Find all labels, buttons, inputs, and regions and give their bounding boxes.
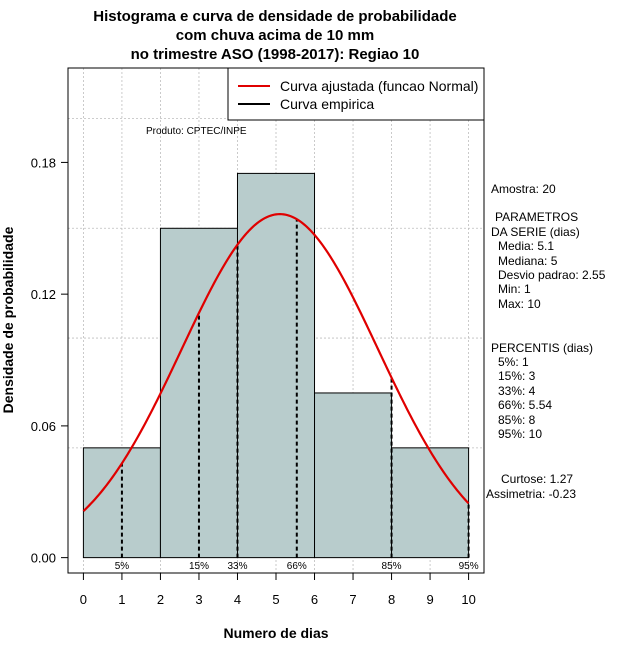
percentile-label-4: 85% bbox=[382, 561, 402, 572]
legend-label-fitted: Curva ajustada (funcao Normal) bbox=[280, 78, 478, 94]
x-axis-title: Numero de dias bbox=[223, 625, 328, 641]
x-tick-label-7: 7 bbox=[349, 592, 356, 607]
stat-assimetria: Assimetria: -0.23 bbox=[486, 487, 576, 501]
x-tick-label-2: 2 bbox=[157, 592, 164, 607]
stat-amostra: Amostra: 20 bbox=[491, 182, 556, 196]
perc-title: PERCENTIS (dias) bbox=[491, 341, 593, 355]
y-tick-label-2: 0.12 bbox=[31, 287, 56, 302]
perc-15: 15%: 3 bbox=[498, 369, 536, 383]
x-tick-label-6: 6 bbox=[311, 592, 318, 607]
density-curves bbox=[82, 213, 470, 512]
percentile-label-3: 66% bbox=[287, 561, 307, 572]
percentile-label-2: 33% bbox=[227, 561, 247, 572]
stat-desvio: Desvio padrao: 2.55 bbox=[498, 268, 606, 282]
x-axis: 0 1 2 3 4 5 6 7 8 9 10 bbox=[80, 572, 476, 607]
histogram-bar bbox=[391, 447, 470, 559]
x-tick-label-1: 1 bbox=[118, 592, 125, 607]
legend: Curva ajustada (funcao Normal) Curva emp… bbox=[227, 67, 485, 121]
histogram-bar bbox=[236, 172, 316, 559]
stat-mediana: Mediana: 5 bbox=[498, 254, 558, 268]
stat-max: Max: 10 bbox=[498, 297, 541, 311]
x-tick-label-5: 5 bbox=[272, 592, 279, 607]
normal-fit-curve bbox=[82, 213, 470, 512]
legend-label-empirical: Curva empirica bbox=[280, 96, 374, 112]
stat-media: Media: 5.1 bbox=[498, 239, 554, 253]
histogram-bar bbox=[314, 392, 393, 559]
y-tick-label-0: 0.00 bbox=[31, 551, 56, 566]
params-title-2: DA SERIE (dias) bbox=[491, 225, 580, 239]
perc-95: 95%: 10 bbox=[498, 427, 542, 441]
percentile-label-1: 15% bbox=[189, 561, 209, 572]
x-tick-label-0: 0 bbox=[80, 592, 87, 607]
params-title-1: PARAMETROS bbox=[495, 210, 578, 224]
x-tick-label-8: 8 bbox=[388, 592, 395, 607]
stat-min: Min: 1 bbox=[498, 282, 531, 296]
y-axis: 0.00 0.06 0.12 0.18 bbox=[31, 155, 68, 566]
chart-title-line-3: no trimestre ASO (1998-2017): Regiao 10 bbox=[131, 46, 420, 63]
percentile-label-5: 95% bbox=[459, 561, 479, 572]
y-axis-title: Densidade de probabilidade bbox=[0, 226, 16, 413]
percentile-lines: 5% 15% 33% 66% 85% 95% bbox=[115, 219, 479, 572]
y-tick-label-3: 0.18 bbox=[31, 155, 56, 170]
x-tick-label-10: 10 bbox=[461, 592, 475, 607]
produto-annotation: Produto: CPTEC/INPE bbox=[146, 126, 247, 137]
stats-panel: Amostra: 20 PARAMETROS DA SERIE (dias) M… bbox=[486, 182, 606, 501]
chart-title-line-2: com chuva acima de 10 mm bbox=[176, 27, 374, 44]
histogram-bars bbox=[82, 172, 470, 559]
x-tick-label-9: 9 bbox=[426, 592, 433, 607]
perc-33: 33%: 4 bbox=[498, 384, 536, 398]
percentile-label-0: 5% bbox=[115, 561, 130, 572]
perc-5: 5%: 1 bbox=[498, 355, 529, 369]
perc-85: 85%: 8 bbox=[498, 413, 536, 427]
x-tick-label-4: 4 bbox=[234, 592, 241, 607]
legend-box bbox=[227, 67, 485, 121]
y-tick-label-1: 0.06 bbox=[31, 419, 56, 434]
perc-66: 66%: 5.54 bbox=[498, 398, 552, 412]
stat-curtose: Curtose: 1.27 bbox=[501, 472, 573, 486]
chart-title-line-1: Histograma e curva de densidade de proba… bbox=[93, 8, 456, 25]
x-tick-label-3: 3 bbox=[195, 592, 202, 607]
